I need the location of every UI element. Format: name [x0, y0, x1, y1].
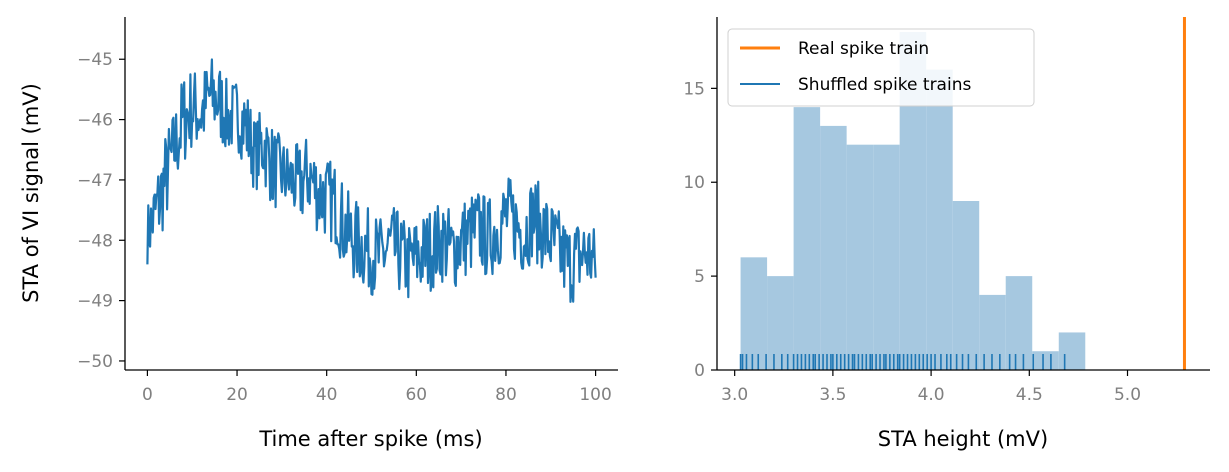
y-tick-label: −50	[77, 352, 113, 372]
sta-trace-marks	[146, 58, 597, 303]
histogram-bar	[1032, 351, 1059, 370]
sta-height-histogram: 3.0 3.5 4.0 4.5 5.0 0 5 10 15 STA height (mV) R…	[683, 17, 1210, 451]
y-tick-label: 0	[694, 361, 705, 381]
y-tick-label: 15	[683, 79, 705, 99]
y-tick-label: −45	[77, 50, 113, 70]
sta-trace-line	[146, 58, 597, 303]
histogram-bar	[926, 69, 953, 371]
legend: Real spike train Shuffled spike trains	[727, 28, 1035, 107]
y-tick-label: −46	[77, 111, 113, 131]
legend-label-real: Real spike train	[798, 39, 929, 59]
histogram-bar	[793, 107, 821, 371]
histogram-bar	[740, 257, 768, 370]
histogram-bar	[767, 276, 794, 370]
histogram-x-ticks: 3.0 3.5 4.0 4.5 5.0	[721, 370, 1141, 405]
histogram-bar	[846, 144, 874, 370]
sta-trace-y-ticks: −50 −49 −48 −47 −46 −45	[77, 50, 125, 372]
x-tick-label: 20	[226, 385, 248, 405]
x-tick-label: 4.5	[1016, 385, 1043, 405]
histogram-bar	[952, 201, 980, 370]
x-tick-label: 40	[316, 385, 338, 405]
histogram-y-ticks: 0 5 10 15	[683, 79, 717, 381]
x-tick-label: 0	[142, 385, 153, 405]
histogram-bar	[1058, 332, 1086, 370]
legend-label-shuffled: Shuffled spike trains	[798, 75, 971, 95]
x-tick-label: 3.0	[721, 385, 748, 405]
histogram-x-axis-label: STA height (mV)	[878, 427, 1048, 451]
legend-box	[727, 28, 1035, 107]
y-tick-label: −48	[77, 231, 113, 251]
shuffled-rug-ticks	[739, 354, 1066, 370]
histogram-bar	[820, 125, 847, 370]
sta-trace-x-ticks: 0 20 40 60 80 100	[142, 370, 612, 405]
x-tick-label: 5.0	[1114, 385, 1141, 405]
sta-trace-x-axis-label: Time after spike (ms)	[258, 427, 482, 451]
x-tick-label: 100	[579, 385, 611, 405]
sta-trace-y-axis-label: STA of VI signal (mV)	[19, 83, 43, 303]
x-tick-label: 80	[495, 385, 517, 405]
histogram-bar	[873, 144, 900, 370]
y-tick-label: 10	[683, 173, 705, 193]
y-tick-label: 5	[694, 267, 705, 287]
y-tick-label: −49	[77, 292, 113, 312]
y-tick-label: −47	[77, 171, 113, 191]
x-tick-label: 60	[405, 385, 427, 405]
x-tick-label: 3.5	[819, 385, 846, 405]
sta-trace-chart: 0 20 40 60 80 100 −50 −49 −48 −47 −46 −45 Time aft…	[19, 17, 618, 451]
x-tick-label: 4.0	[918, 385, 945, 405]
histogram-bars	[740, 32, 1086, 371]
